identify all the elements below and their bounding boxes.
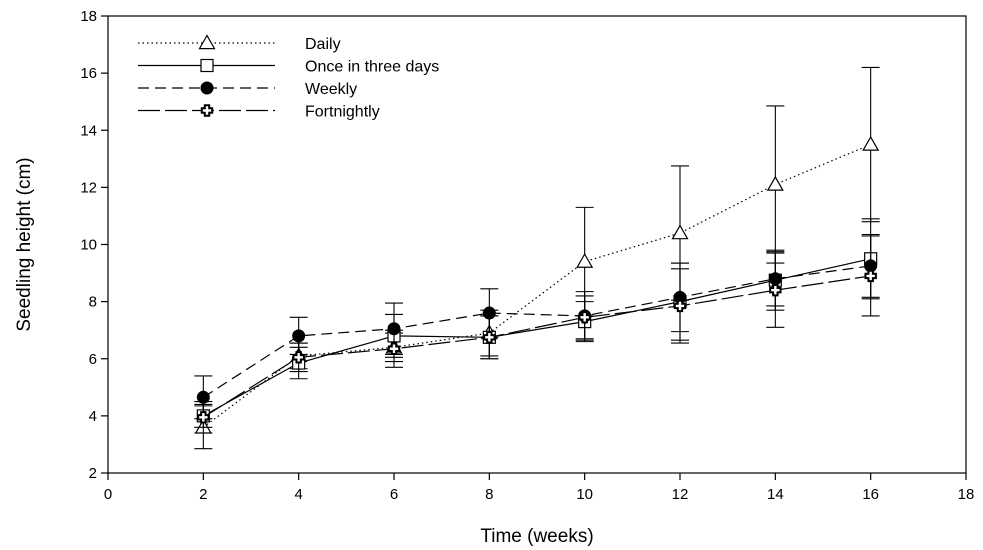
data-point [673,299,687,313]
data-point [862,135,880,151]
series-weekly [194,233,880,420]
legend-marker [200,81,214,95]
legend-item: Daily [138,34,341,53]
y-tick-label: 12 [80,179,97,196]
x-tick-label: 6 [390,486,398,503]
series-line [203,258,871,417]
y-axis-title: Seedling height (cm) [14,157,35,331]
data-point [766,175,784,191]
data-point [671,224,689,240]
data-point [387,342,401,355]
series-once-in-three-days [194,218,880,428]
y-tick-label: 2 [89,465,97,482]
data-point [292,329,306,343]
legend-marker [200,58,214,73]
y-tick-label: 4 [89,408,97,425]
series-layer [194,66,880,450]
x-tick-label: 18 [958,486,975,503]
data-point [197,411,210,424]
y-tick-label: 18 [80,8,97,25]
legend-item: Fortnightly [138,104,380,121]
legend-label: Fortnightly [305,104,380,121]
x-tick-label: 14 [767,486,784,503]
series-line [202,143,871,428]
legend-item: Once in three days [138,59,439,76]
x-tick-label: 10 [576,486,593,503]
legend: Daily Once in three days Weekly Fortnightly [138,34,439,121]
series-line [203,275,871,418]
x-tick-label: 8 [485,486,493,503]
series-fortnightly [194,235,880,434]
x-tick-label: 4 [294,486,302,503]
x-tick-label: 16 [862,486,879,503]
data-point [864,269,877,283]
data-point [483,331,496,344]
x-tick-label: 12 [672,486,689,503]
legend-label: Once in three days [305,59,439,76]
data-point [769,284,782,297]
y-tick-label: 8 [89,294,97,311]
plot-frame [107,15,967,474]
series-line [203,265,871,398]
y-tick-label: 16 [80,65,97,82]
x-tick-label: 0 [104,486,112,503]
y-tick-label: 6 [89,351,97,368]
series-daily [194,66,880,450]
legend-item: Weekly [138,81,357,98]
legend-marker [200,104,214,117]
data-point [578,311,591,324]
legend-label: Weekly [305,81,357,98]
data-point [576,252,594,268]
y-tick-label: 14 [80,122,97,139]
x-tick-label: 2 [199,486,207,503]
y-tick-label: 10 [80,237,97,254]
x-axis-title: Time (weeks) [480,526,593,547]
legend-marker [198,34,216,50]
data-point [292,351,305,364]
legend-label: Daily [305,36,341,53]
